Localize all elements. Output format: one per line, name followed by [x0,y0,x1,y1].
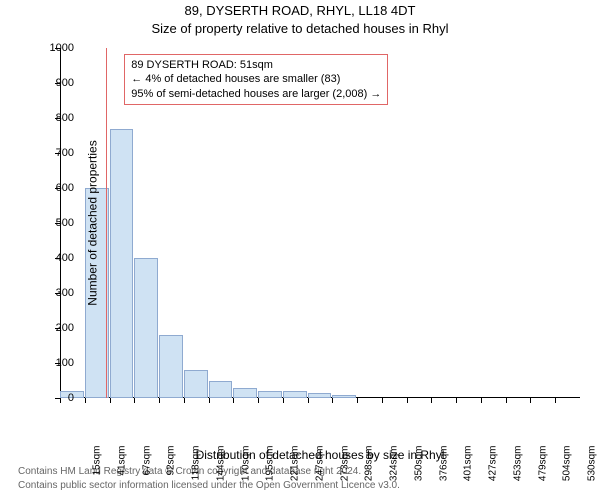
histogram-bar [283,391,307,398]
histogram-bar [233,388,257,399]
y-tick-label: 700 [56,147,74,159]
x-tick-label: 298sqm [364,446,375,486]
histogram-bar [308,393,332,398]
x-tick-label: 170sqm [240,446,251,486]
y-tick-label: 100 [56,357,74,369]
x-tick-label: 247sqm [314,446,325,486]
x-tick-label: 92sqm [166,446,177,486]
x-tick-label: 41sqm [116,446,127,486]
x-tick-label: 118sqm [191,446,202,486]
x-tick-mark [332,398,333,403]
histogram-bar [209,381,233,399]
x-tick-label: 453sqm [512,446,523,486]
y-tick-label: 900 [56,77,74,89]
x-tick-mark [184,398,185,403]
x-tick-label: 195sqm [265,446,276,486]
histogram-bar [184,370,208,398]
histogram-bar [258,391,282,398]
y-tick-label: 800 [56,112,74,124]
x-tick-label: 530sqm [587,446,598,486]
title-line2: Size of property relative to detached ho… [0,21,600,36]
y-tick-label: 1000 [50,42,74,54]
x-tick-label: 479sqm [537,446,548,486]
x-tick-mark [382,398,383,403]
x-tick-label: 401sqm [463,446,474,486]
x-tick-label: 376sqm [438,446,449,486]
x-tick-label: 67sqm [141,446,152,486]
x-tick-mark [308,398,309,403]
x-tick-mark [530,398,531,403]
x-tick-mark [456,398,457,403]
x-tick-mark [209,398,210,403]
x-tick-label: 324sqm [389,446,400,486]
y-tick-label: 0 [68,392,74,404]
y-tick-label: 200 [56,322,74,334]
x-tick-mark [357,398,358,403]
title-line1: 89, DYSERTH ROAD, RHYL, LL18 4DT [0,3,600,18]
y-tick-label: 600 [56,182,74,194]
x-tick-label: 273sqm [339,446,350,486]
x-tick-mark [85,398,86,403]
x-tick-label: 15sqm [92,446,103,486]
x-tick-mark [110,398,111,403]
x-tick-mark [134,398,135,403]
x-tick-label: 144sqm [215,446,226,486]
x-tick-label: 350sqm [413,446,424,486]
x-tick-mark [60,398,61,403]
x-tick-mark [555,398,556,403]
x-tick-mark [506,398,507,403]
x-tick-mark [258,398,259,403]
x-tick-label: 427sqm [488,446,499,486]
y-tick-label: 400 [56,252,74,264]
y-tick-label: 500 [56,217,74,229]
x-tick-mark [431,398,432,403]
y-tick-label: 300 [56,287,74,299]
x-tick-mark [481,398,482,403]
x-tick-mark [283,398,284,403]
x-tick-mark [407,398,408,403]
x-tick-label: 504sqm [562,446,573,486]
x-tick-mark [159,398,160,403]
histogram-bar [332,395,356,399]
x-tick-mark [233,398,234,403]
x-tick-label: 221sqm [290,446,301,486]
y-axis-label: Number of detached properties [10,48,175,398]
